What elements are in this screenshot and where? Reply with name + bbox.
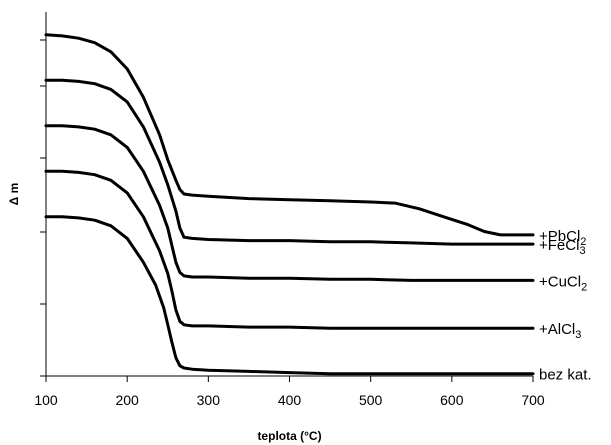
x-tick-label: 200 [115,392,139,408]
series-line [44,215,535,376]
x-axis-title: teplota (°C) [257,429,321,443]
y-axis-title: Δ m [7,183,21,206]
x-ticks: 100 200 300 400 500 600 700 [34,376,545,408]
series-line [44,169,535,330]
series-label: +PbCl2 [539,228,586,248]
series-label-base: +FeCl [539,237,579,254]
series-label-base: +CuCl [539,273,581,290]
x-tick-label: 500 [359,392,383,408]
x-tick-label: 400 [278,392,302,408]
series-line [44,124,535,282]
series-label-subscript: 3 [579,245,585,257]
x-tick-label: 600 [440,392,464,408]
series-label-base: +PbCl [539,228,580,245]
series-label-base: bez kat. [539,367,592,384]
series-label: bez kat. [539,367,592,384]
x-tick-label: 300 [197,392,221,408]
series-line [44,78,535,246]
series-line [44,33,535,237]
series-label-subscript: 2 [580,236,586,248]
series-label: +CuCl2 [539,273,587,293]
x-tick-label: 700 [521,392,545,408]
axes: 100 200 300 400 500 600 700 [34,12,545,408]
plot-lines [44,33,535,376]
series-label: +FeCl3 [539,237,586,257]
series-label-subscript: 3 [575,329,581,341]
y-ticks [40,39,46,377]
series-label-subscript: 2 [581,281,587,293]
series-label: +AlCl3 [539,321,581,341]
series-label-base: +AlCl [539,321,575,338]
x-tick-label: 100 [34,392,58,408]
